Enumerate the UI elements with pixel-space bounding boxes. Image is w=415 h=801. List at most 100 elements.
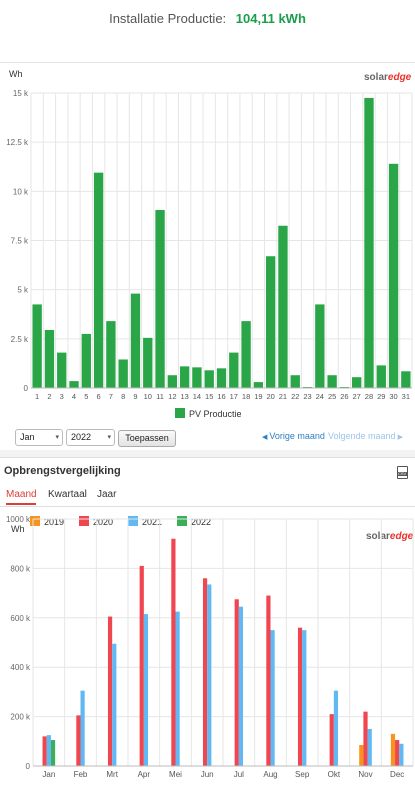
bar-day-29: [376, 365, 386, 388]
previous-month-link[interactable]: ◀ Vorige maand: [262, 431, 325, 441]
month-select[interactable]: Jan ▾: [15, 429, 63, 446]
x-tick-label: 15: [205, 392, 213, 401]
bar-day-2: [44, 329, 55, 388]
bar-Jun-2020: [202, 578, 208, 766]
bar-day-22: [290, 375, 300, 388]
month-select-value: Jan: [20, 432, 35, 442]
x-tick-label: 1: [35, 392, 39, 401]
x-tick-label: Nov: [358, 770, 372, 779]
bar-Dec-2021: [399, 743, 404, 766]
x-tick-label: 5: [84, 392, 88, 401]
year-select-value: 2022: [71, 432, 92, 442]
bar-Nov-2021: [367, 728, 372, 766]
bar-Aug-2021: [270, 630, 275, 766]
x-tick-label: 3: [60, 392, 64, 401]
legend-label-2022: 2022: [191, 517, 211, 527]
bar-day-24: [315, 304, 325, 388]
bar-day-9: [130, 293, 141, 388]
legend-swatch-2021: [128, 516, 138, 526]
x-tick-label: 2: [47, 392, 51, 401]
x-tick-label: 20: [266, 392, 274, 401]
csv-export-icon[interactable]: [397, 466, 408, 479]
x-tick-label: 28: [365, 392, 373, 401]
arrow-left-icon: ◀: [262, 434, 268, 441]
summary-card: Installatie Productie: 104,11 kWh: [0, 0, 415, 63]
x-tick-label: 19: [254, 392, 262, 401]
y-tick-label: 15 k: [13, 89, 29, 98]
logo-accent: edge: [387, 72, 412, 83]
bar-day-1: [32, 304, 42, 388]
bar-day-15: [204, 370, 214, 388]
bar-day-17: [229, 352, 239, 388]
solaredge-logo: solaredge: [366, 531, 413, 542]
x-tick-label: 8: [121, 392, 125, 401]
x-tick-label: 4: [72, 392, 76, 401]
legend-swatch-2019: [30, 516, 40, 526]
tab-quarter[interactable]: Kwartaal: [48, 489, 87, 500]
bar-day-3: [57, 352, 67, 388]
x-tick-label: 24: [316, 392, 324, 401]
production-label: Installatie Productie:: [109, 11, 227, 26]
bar-Okt-2021: [333, 690, 339, 766]
legend-label-2019: 2019: [44, 517, 64, 527]
bar-day-8: [118, 359, 128, 388]
y-tick-label: 12.5 k: [6, 138, 29, 147]
y-tick-label: 10 k: [13, 187, 29, 196]
bar-day-10: [143, 337, 153, 388]
y-tick-label: 0: [26, 762, 31, 771]
x-tick-label: Mrt: [106, 770, 118, 779]
x-tick-label: 16: [217, 392, 225, 401]
production-value: 104,11 kWh: [235, 11, 306, 26]
legend-swatch-2020: [79, 516, 89, 526]
period-tabs: Maand Kwartaal Jaar: [0, 486, 415, 507]
x-tick-label: Jun: [201, 770, 214, 779]
x-tick-label: Okt: [328, 770, 341, 779]
bar-Jan-2022: [50, 740, 56, 766]
x-tick-label: 9: [133, 392, 137, 401]
arrow-right-icon: ▶: [397, 434, 403, 441]
bar-Mei-2021: [175, 611, 180, 766]
y-axis-unit: Wh: [11, 524, 25, 534]
bar-day-11: [155, 210, 165, 388]
next-month-link[interactable]: Volgende maand ▶: [328, 431, 405, 441]
bar-day-18: [241, 321, 251, 388]
apply-button[interactable]: Toepassen: [118, 430, 176, 447]
x-tick-label: 31: [402, 392, 410, 401]
daily-production-card: solaredge Wh 0 2.5 k 5 k 7.5 k 10 k 12.5 k 15 k…: [0, 63, 415, 450]
x-tick-label: 30: [389, 392, 397, 401]
x-tick-label: 10: [144, 392, 152, 401]
x-tick-label: 25: [328, 392, 336, 401]
logo-text: solar: [364, 72, 388, 83]
x-tick-label: 18: [242, 392, 250, 401]
bar-Jun-2021: [207, 584, 212, 766]
bar-Feb-2020: [76, 715, 81, 766]
tab-year[interactable]: Jaar: [97, 489, 117, 500]
year-select[interactable]: 2022 ▾: [66, 429, 115, 446]
bar-Jul-2021: [238, 606, 244, 766]
x-tick-label: 27: [353, 392, 361, 401]
legend-swatch-2022: [177, 516, 187, 526]
y-tick-label: 1000 k: [6, 515, 31, 524]
chevron-down-icon: ▾: [55, 434, 59, 441]
x-tick-label: 23: [303, 392, 311, 401]
x-tick-label: Jul: [234, 770, 244, 779]
bar-Aug-2020: [266, 595, 271, 766]
bar-Dec-2020: [395, 740, 400, 766]
bar-day-21: [278, 225, 288, 388]
bar-day-30: [388, 163, 399, 388]
x-tick-label: 13: [180, 392, 188, 401]
y-axis-unit: Wh: [9, 69, 23, 79]
comparison-chart: 2019 2020 2021 2022 Wh 0 200 k 400 k 600 k 800 k 1…: [6, 515, 414, 779]
solaredge-logo: solaredge: [364, 72, 411, 83]
x-tick-label: Feb: [74, 770, 88, 779]
y-tick-label: 5 k: [17, 286, 29, 295]
previous-month-label: Vorige maand: [269, 431, 325, 441]
x-tick-label: 21: [279, 392, 287, 401]
bar-Apr-2021: [143, 614, 149, 766]
bar-Mrt-2020: [107, 616, 113, 766]
bar-Nov-2020: [363, 711, 368, 766]
bar-Dec-2019: [390, 733, 396, 766]
tab-month[interactable]: Maand: [6, 489, 37, 505]
y-tick-label: 200 k: [10, 713, 31, 722]
logo-accent: edge: [389, 531, 414, 542]
